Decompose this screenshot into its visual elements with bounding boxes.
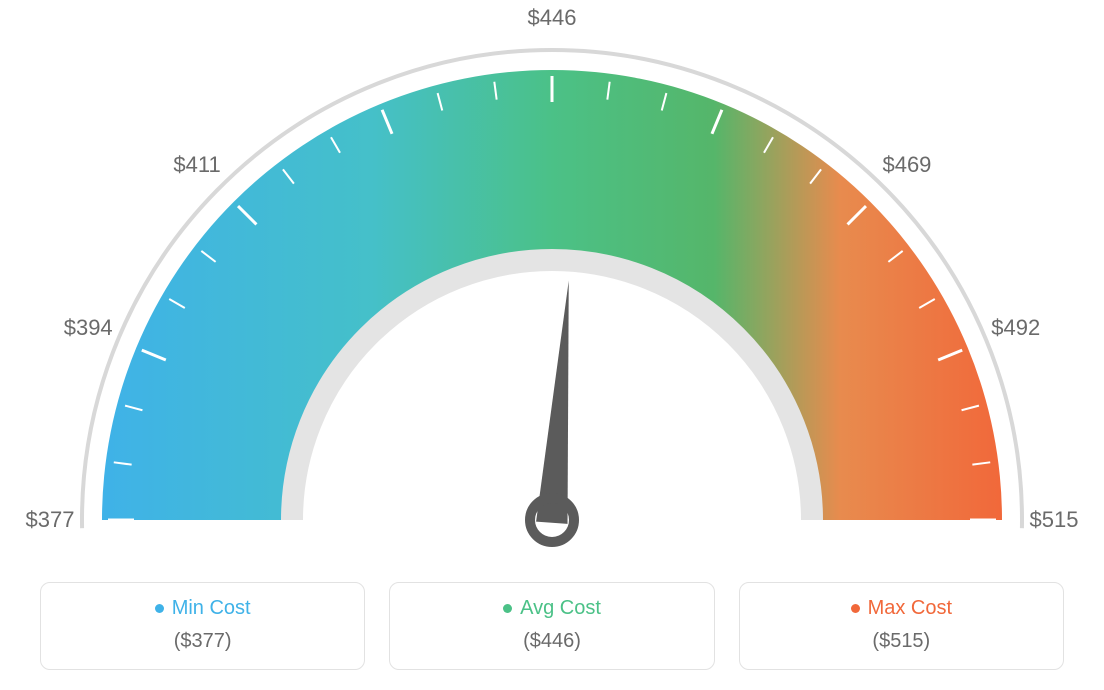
dot-icon: [851, 604, 860, 613]
legend-title-text: Min Cost: [172, 597, 251, 620]
gauge-tick-label: $411: [173, 152, 220, 178]
legend-title-text: Avg Cost: [520, 597, 601, 620]
legend-value-min: ($377): [51, 630, 354, 653]
gauge-tick-label: $515: [1030, 507, 1079, 533]
legend-value-max: ($515): [750, 630, 1053, 653]
gauge-tick-label: $469: [882, 152, 931, 178]
gauge-tick-label: $446: [528, 5, 577, 31]
gauge-tick-label: $492: [991, 315, 1040, 341]
legend-title-avg: Avg Cost: [503, 597, 601, 620]
legend-card-min: Min Cost ($377): [40, 582, 365, 670]
legend-title-min: Min Cost: [155, 597, 251, 620]
legend-card-avg: Avg Cost ($446): [389, 582, 714, 670]
legend-title-text: Max Cost: [868, 597, 952, 620]
chart-wrapper: $377 $394 $411 $446 $469 $492 $515 Min Cost ($…: [0, 0, 1104, 690]
dot-icon: [503, 604, 512, 613]
legend-card-max: Max Cost ($515): [739, 582, 1064, 670]
dot-icon: [155, 604, 164, 613]
gauge-svg: [0, 0, 1104, 560]
legend-title-max: Max Cost: [851, 597, 952, 620]
gauge-tick-label: $394: [64, 315, 113, 341]
gauge-area: $377 $394 $411 $446 $469 $492 $515: [0, 0, 1104, 560]
legend-row: Min Cost ($377) Avg Cost ($446) Max Cost…: [0, 582, 1104, 670]
legend-value-avg: ($446): [400, 630, 703, 653]
gauge-needle: [536, 281, 569, 524]
gauge-tick-label: $377: [26, 507, 75, 533]
